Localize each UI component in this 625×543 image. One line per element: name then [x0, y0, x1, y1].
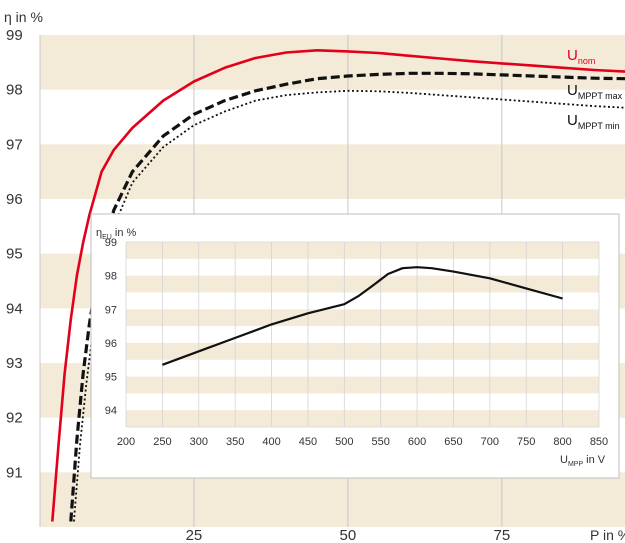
inset-band-93.5 — [126, 410, 599, 427]
inset-series-line — [162, 266, 563, 366]
inset-y-tick-label-97: 97 — [105, 304, 117, 316]
main-y-tick-label-93: 93 — [6, 355, 23, 372]
inset-band-97.5 — [126, 275, 599, 293]
inset-x-tick-label-850: 850 — [590, 436, 608, 448]
main-y-axis-title: η in % — [4, 9, 43, 25]
legend-u-mppt-min-main: U — [567, 112, 578, 129]
main-y-tick-label-98: 98 — [6, 82, 23, 99]
main-x-tick-label-25: 25 — [186, 527, 203, 543]
legend-u-mppt-min-sub: MPPT min — [578, 121, 620, 131]
main-y-tick-label-97: 97 — [6, 136, 23, 153]
legend-u-mppt-max-sub: MPPT max — [578, 91, 623, 101]
inset-x-tick-label-500: 500 — [335, 436, 353, 448]
main-band-96-97 — [40, 144, 625, 199]
main-plot-tick-labels: 91 92 93 94 95 96 97 98 99 25 50 75 — [6, 27, 510, 543]
inset-y-tick-label-94: 94 — [105, 405, 117, 417]
inset-x-tick-label-550: 550 — [372, 436, 390, 448]
inset-y-tick-label-95: 95 — [105, 372, 117, 384]
inset-band-96.5 — [126, 309, 599, 327]
inset-x-tick-label-450: 450 — [299, 436, 317, 448]
main-y-tick-label-94: 94 — [6, 300, 23, 317]
main-y-tick-label-91: 91 — [6, 464, 23, 481]
legend-u-nom-main: U — [567, 47, 578, 64]
inset-chart: 94 95 96 97 98 99 200 250 300 350 400 450 500 550 600 6… — [90, 213, 620, 479]
inset-plot-curves — [162, 266, 563, 366]
inset-x-tick-label-800: 800 — [553, 436, 571, 448]
inset-x-axis-title-sub: MPP — [568, 461, 584, 468]
inset-x-tick-label-400: 400 — [262, 436, 280, 448]
legend-u-mppt-max-main: U — [567, 82, 578, 99]
legend-u-mppt-max: UMPPT max — [567, 82, 623, 101]
main-x-axis-title: P in % — [590, 527, 625, 543]
main-y-tick-label-95: 95 — [6, 246, 23, 263]
legend-u-mppt-min: UMPPT min — [567, 112, 620, 131]
inset-band-94.5 — [126, 376, 599, 394]
main-y-tick-label-92: 92 — [6, 410, 23, 427]
inset-x-tick-label-650: 650 — [444, 436, 462, 448]
inset-x-tick-label-200: 200 — [117, 436, 135, 448]
main-series-line-u-nom — [51, 49, 625, 522]
main-y-tick-label-96: 96 — [6, 191, 23, 208]
inset-y-axis-title: ηEU in % — [96, 227, 137, 241]
inset-x-axis-title: UMPP in V — [560, 454, 606, 468]
inset-x-tick-label-250: 250 — [153, 436, 171, 448]
inset-y-axis-title-symbol: η — [96, 227, 102, 239]
inset-plot-tick-labels: 94 95 96 97 98 99 200 250 300 350 400 450 500 550 600 6… — [105, 237, 608, 448]
main-plot-legend: Unom UMPPT max UMPPT min — [567, 47, 623, 131]
inset-x-axis-title-rest: in V — [583, 454, 606, 466]
inset-y-tick-label-96: 96 — [105, 338, 117, 350]
inset-band-98.5 — [126, 242, 599, 259]
main-x-tick-label-50: 50 — [340, 527, 357, 543]
inset-x-tick-label-300: 300 — [190, 436, 208, 448]
inset-x-tick-label-750: 750 — [517, 436, 535, 448]
inset-y-tick-label-99: 99 — [105, 237, 117, 249]
inset-y-tick-label-98: 98 — [105, 271, 117, 283]
main-y-tick-label-99: 99 — [6, 27, 23, 44]
inset-x-tick-label-350: 350 — [226, 436, 244, 448]
main-band-98-99 — [40, 35, 625, 90]
inset-y-axis-title-sub: EU — [102, 234, 112, 241]
main-x-tick-label-75: 75 — [493, 527, 510, 543]
legend-u-nom-sub: nom — [578, 56, 596, 66]
inset-plot-grid — [125, 241, 600, 428]
inset-x-tick-label-600: 600 — [408, 436, 426, 448]
inset-x-tick-label-700: 700 — [481, 436, 499, 448]
legend-u-nom: Unom — [567, 47, 595, 66]
inset-band-95.5 — [126, 342, 599, 360]
inset-y-axis-title-rest: in % — [112, 227, 137, 239]
main-band-90-91 — [40, 472, 625, 527]
inset-x-axis-title-symbol: U — [560, 454, 568, 466]
inset-plot-bands — [126, 242, 599, 427]
